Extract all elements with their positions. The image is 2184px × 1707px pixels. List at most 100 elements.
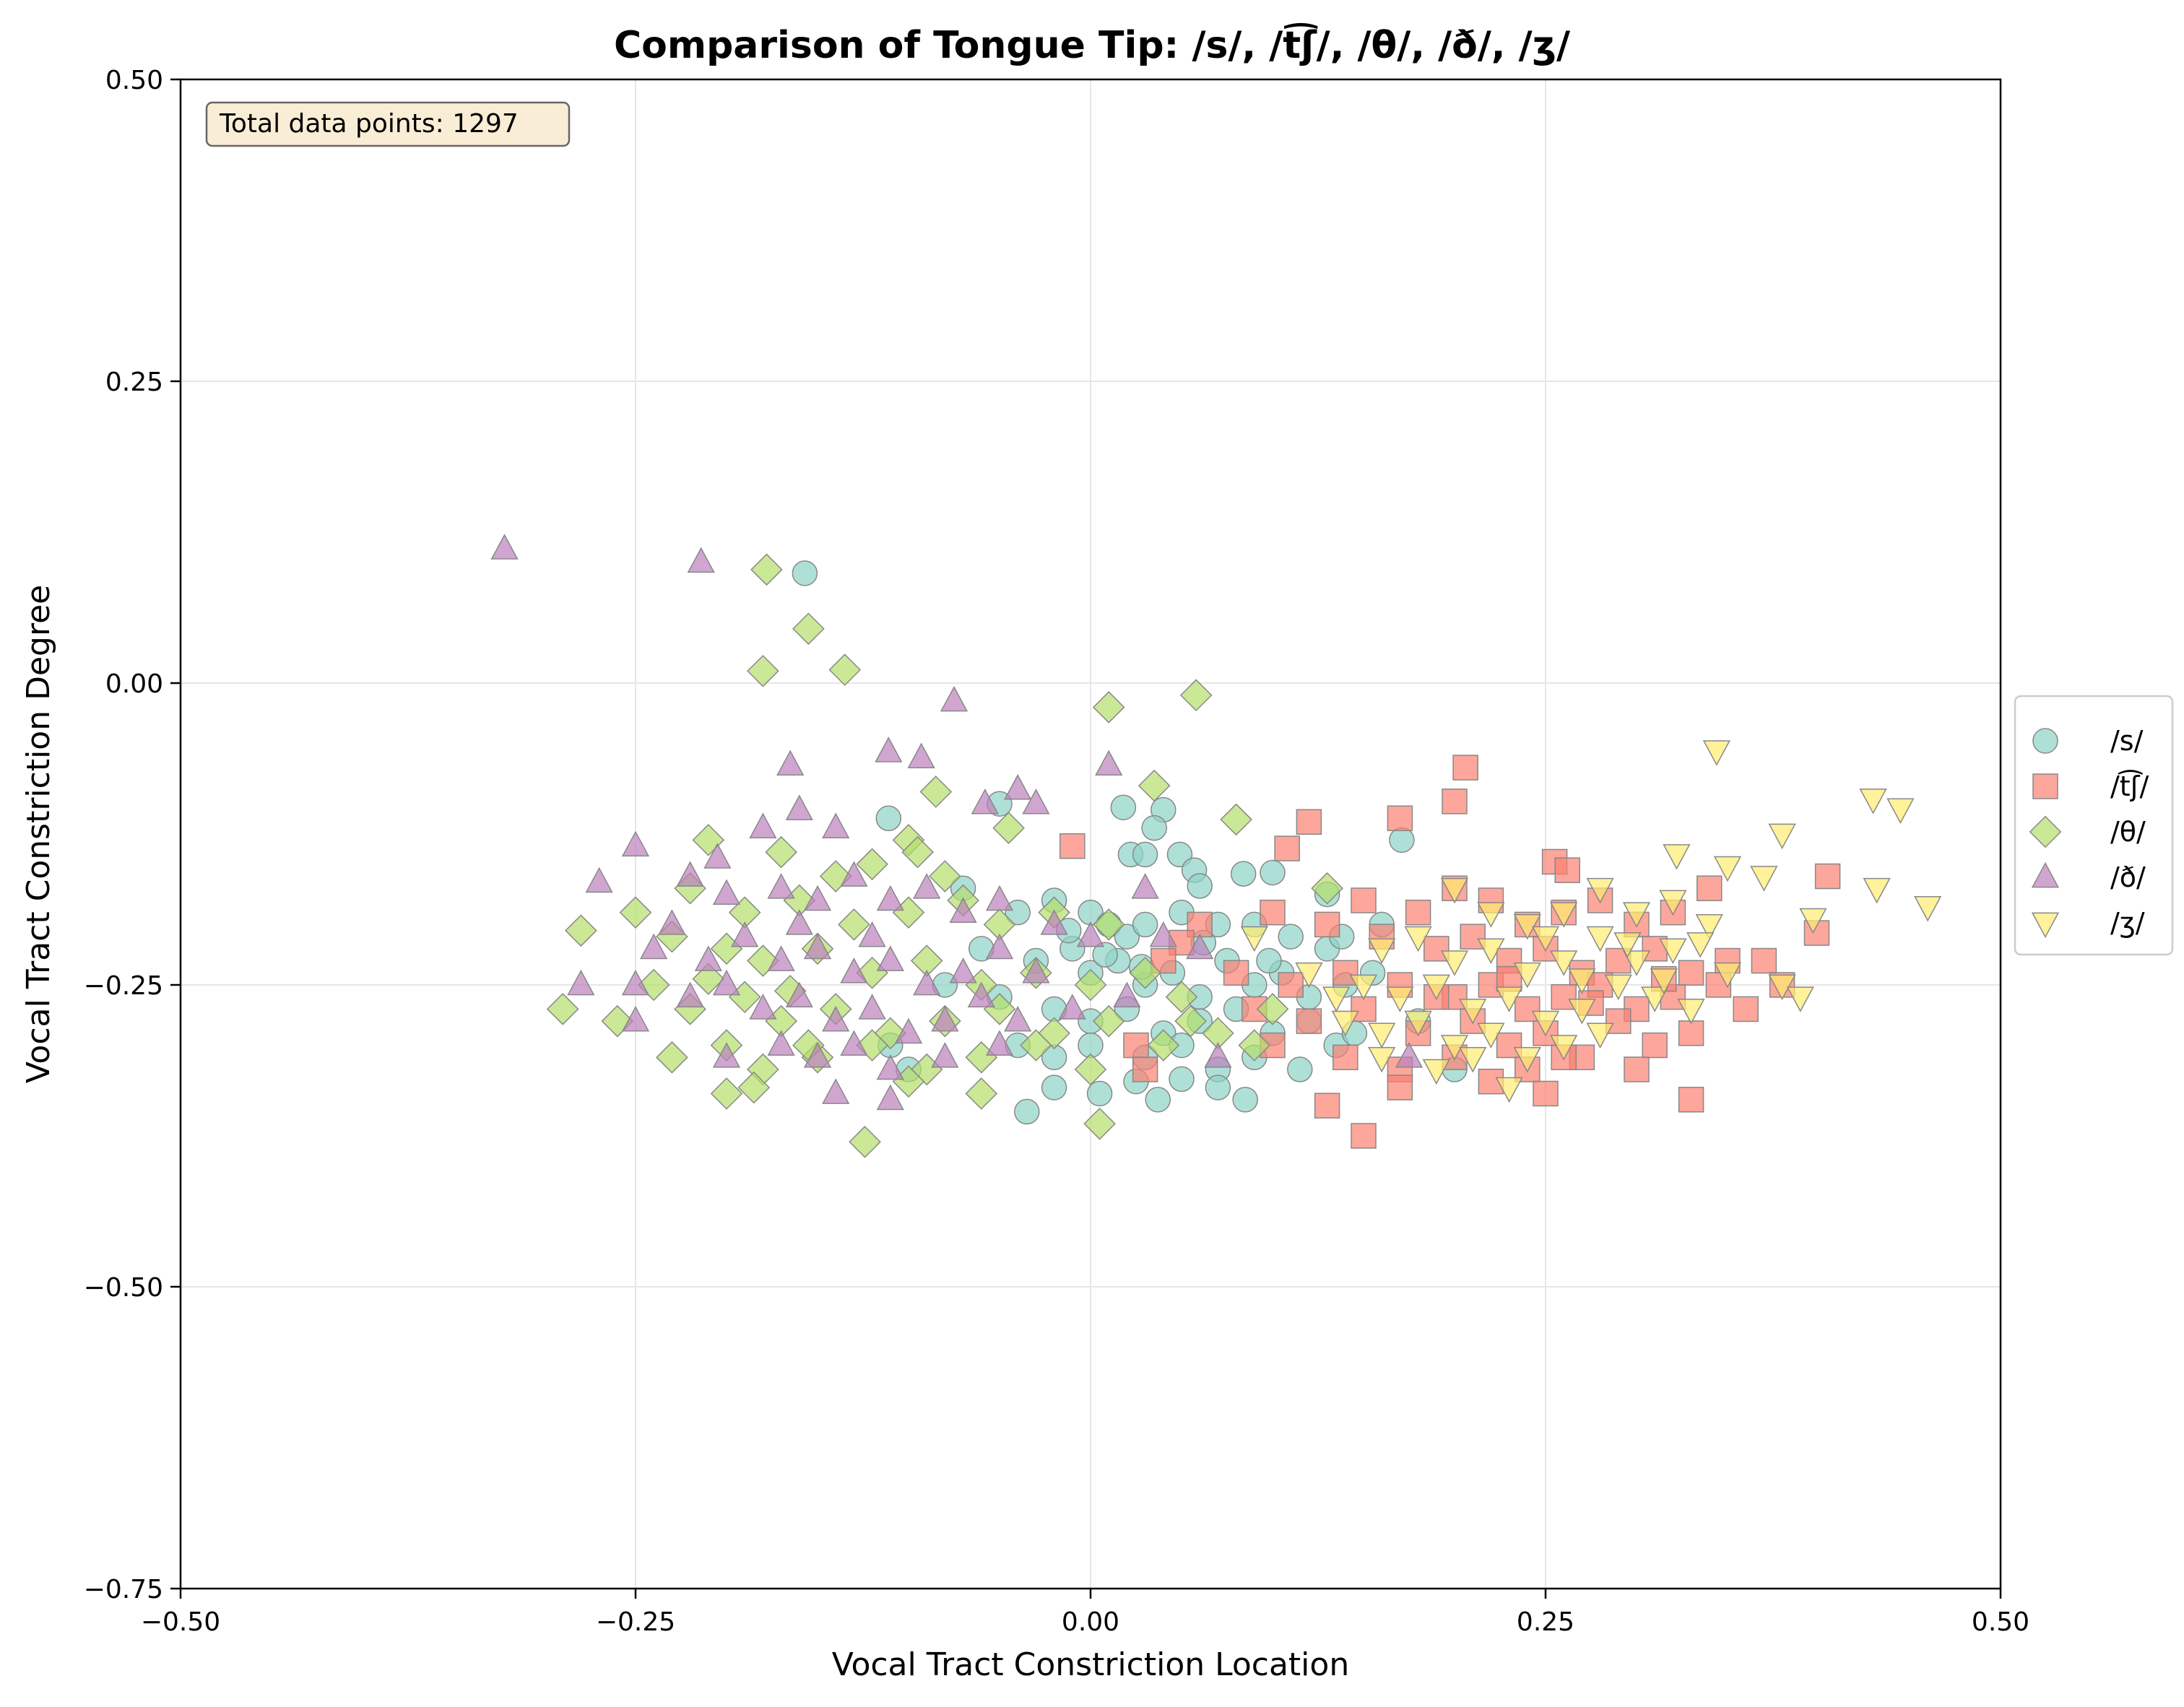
data-point xyxy=(1442,789,1468,815)
axis-ticks: −0.50 −0.25 0.00 0.25 0.50 −0.75 −0.50 −0.25 0.0… xyxy=(84,66,2029,1637)
data-point xyxy=(1041,1074,1067,1100)
x-tick-label: −0.50 xyxy=(141,1607,220,1637)
data-point xyxy=(1404,926,1432,952)
data-point xyxy=(1459,999,1487,1025)
data-point xyxy=(1274,835,1300,861)
data-point xyxy=(1004,774,1032,800)
data-point xyxy=(1641,986,1669,1012)
data-point xyxy=(840,1030,868,1056)
data-point xyxy=(1092,908,1125,941)
data-point xyxy=(1696,875,1722,901)
data-point xyxy=(828,653,862,686)
annotation-text: Total data points: 1297 xyxy=(219,109,519,139)
data-point xyxy=(894,1017,923,1044)
data-point xyxy=(1322,986,1351,1012)
data-point xyxy=(1568,999,1596,1025)
data-point xyxy=(1678,960,1704,986)
data-point xyxy=(1149,921,1177,947)
data-point xyxy=(967,981,995,1008)
data-point xyxy=(856,848,888,881)
data-point xyxy=(687,547,715,573)
data-point xyxy=(803,933,832,960)
data-point xyxy=(1186,933,1214,960)
data-point xyxy=(1223,960,1249,986)
data-point xyxy=(1132,841,1158,868)
data-point xyxy=(876,945,904,971)
legend-label: /t͡ʃ/ xyxy=(2110,770,2149,802)
legend-marker xyxy=(2031,861,2060,888)
series-4 xyxy=(1240,740,1942,1103)
data-point xyxy=(1083,1107,1116,1140)
data-point xyxy=(1296,1008,1322,1034)
data-point xyxy=(1422,974,1450,1001)
data-point xyxy=(1659,938,1687,964)
data-point xyxy=(1751,947,1777,974)
data-point xyxy=(694,945,722,971)
data-point xyxy=(1859,789,1887,815)
data-point xyxy=(546,993,579,1025)
x-tick-label: 0.50 xyxy=(1972,1607,2029,1637)
data-point xyxy=(1169,1066,1195,1093)
data-point xyxy=(1022,789,1050,815)
data-point xyxy=(929,860,961,892)
data-point xyxy=(1004,1006,1032,1032)
data-point xyxy=(1278,972,1304,998)
data-point xyxy=(1495,1077,1523,1103)
data-point xyxy=(747,654,779,687)
data-point xyxy=(1076,921,1105,947)
data-point xyxy=(1586,877,1614,904)
data-point xyxy=(1238,1029,1271,1061)
data-point xyxy=(1695,914,1723,940)
data-point xyxy=(1095,750,1123,776)
data-point xyxy=(765,835,797,869)
data-point xyxy=(750,553,783,586)
data-point xyxy=(1799,908,1827,934)
data-point xyxy=(749,994,777,1020)
data-point xyxy=(1554,857,1580,883)
data-point xyxy=(1060,833,1086,859)
data-point xyxy=(712,879,741,905)
data-point xyxy=(1424,936,1450,962)
legend: /s/ /t͡ʃ/ /θ/ /ð/ /ʒ/ xyxy=(2014,695,2174,956)
data-point xyxy=(1020,1029,1052,1061)
data-point xyxy=(913,873,941,899)
x-tick-label: −0.25 xyxy=(596,1607,675,1637)
data-point xyxy=(490,534,519,560)
legend-label: /ð/ xyxy=(2110,861,2146,893)
data-point xyxy=(822,1006,850,1032)
data-point xyxy=(931,1042,959,1068)
data-point xyxy=(1533,1080,1559,1107)
data-point xyxy=(785,981,813,1008)
data-point xyxy=(1713,962,1742,989)
data-point xyxy=(1368,1046,1396,1073)
data-point xyxy=(1513,962,1541,989)
data-point xyxy=(1513,1046,1541,1073)
data-point xyxy=(1113,981,1141,1008)
data-point xyxy=(1240,926,1268,952)
data-point xyxy=(992,812,1025,844)
data-point xyxy=(1914,895,1942,922)
data-point xyxy=(565,914,597,947)
data-point xyxy=(621,1006,650,1032)
data-point xyxy=(1650,968,1678,994)
data-point xyxy=(1022,957,1050,983)
data-point xyxy=(1314,1093,1340,1119)
data-point xyxy=(1110,794,1137,820)
data-point xyxy=(1642,1032,1668,1059)
data-point xyxy=(1179,679,1213,712)
data-point xyxy=(971,789,999,815)
data-point xyxy=(1387,805,1413,832)
data-point xyxy=(1138,769,1171,802)
data-point xyxy=(1550,950,1578,976)
data-point xyxy=(1131,873,1159,899)
y-tick-label: −0.25 xyxy=(84,971,163,1001)
data-point xyxy=(703,843,732,869)
data-point xyxy=(1460,924,1486,950)
data-point xyxy=(1586,1022,1614,1049)
data-point xyxy=(1351,887,1377,913)
data-point xyxy=(1296,809,1322,835)
legend-marker xyxy=(2032,773,2058,799)
data-point xyxy=(840,861,868,887)
data-point xyxy=(1086,1080,1113,1107)
data-point xyxy=(1814,863,1841,890)
